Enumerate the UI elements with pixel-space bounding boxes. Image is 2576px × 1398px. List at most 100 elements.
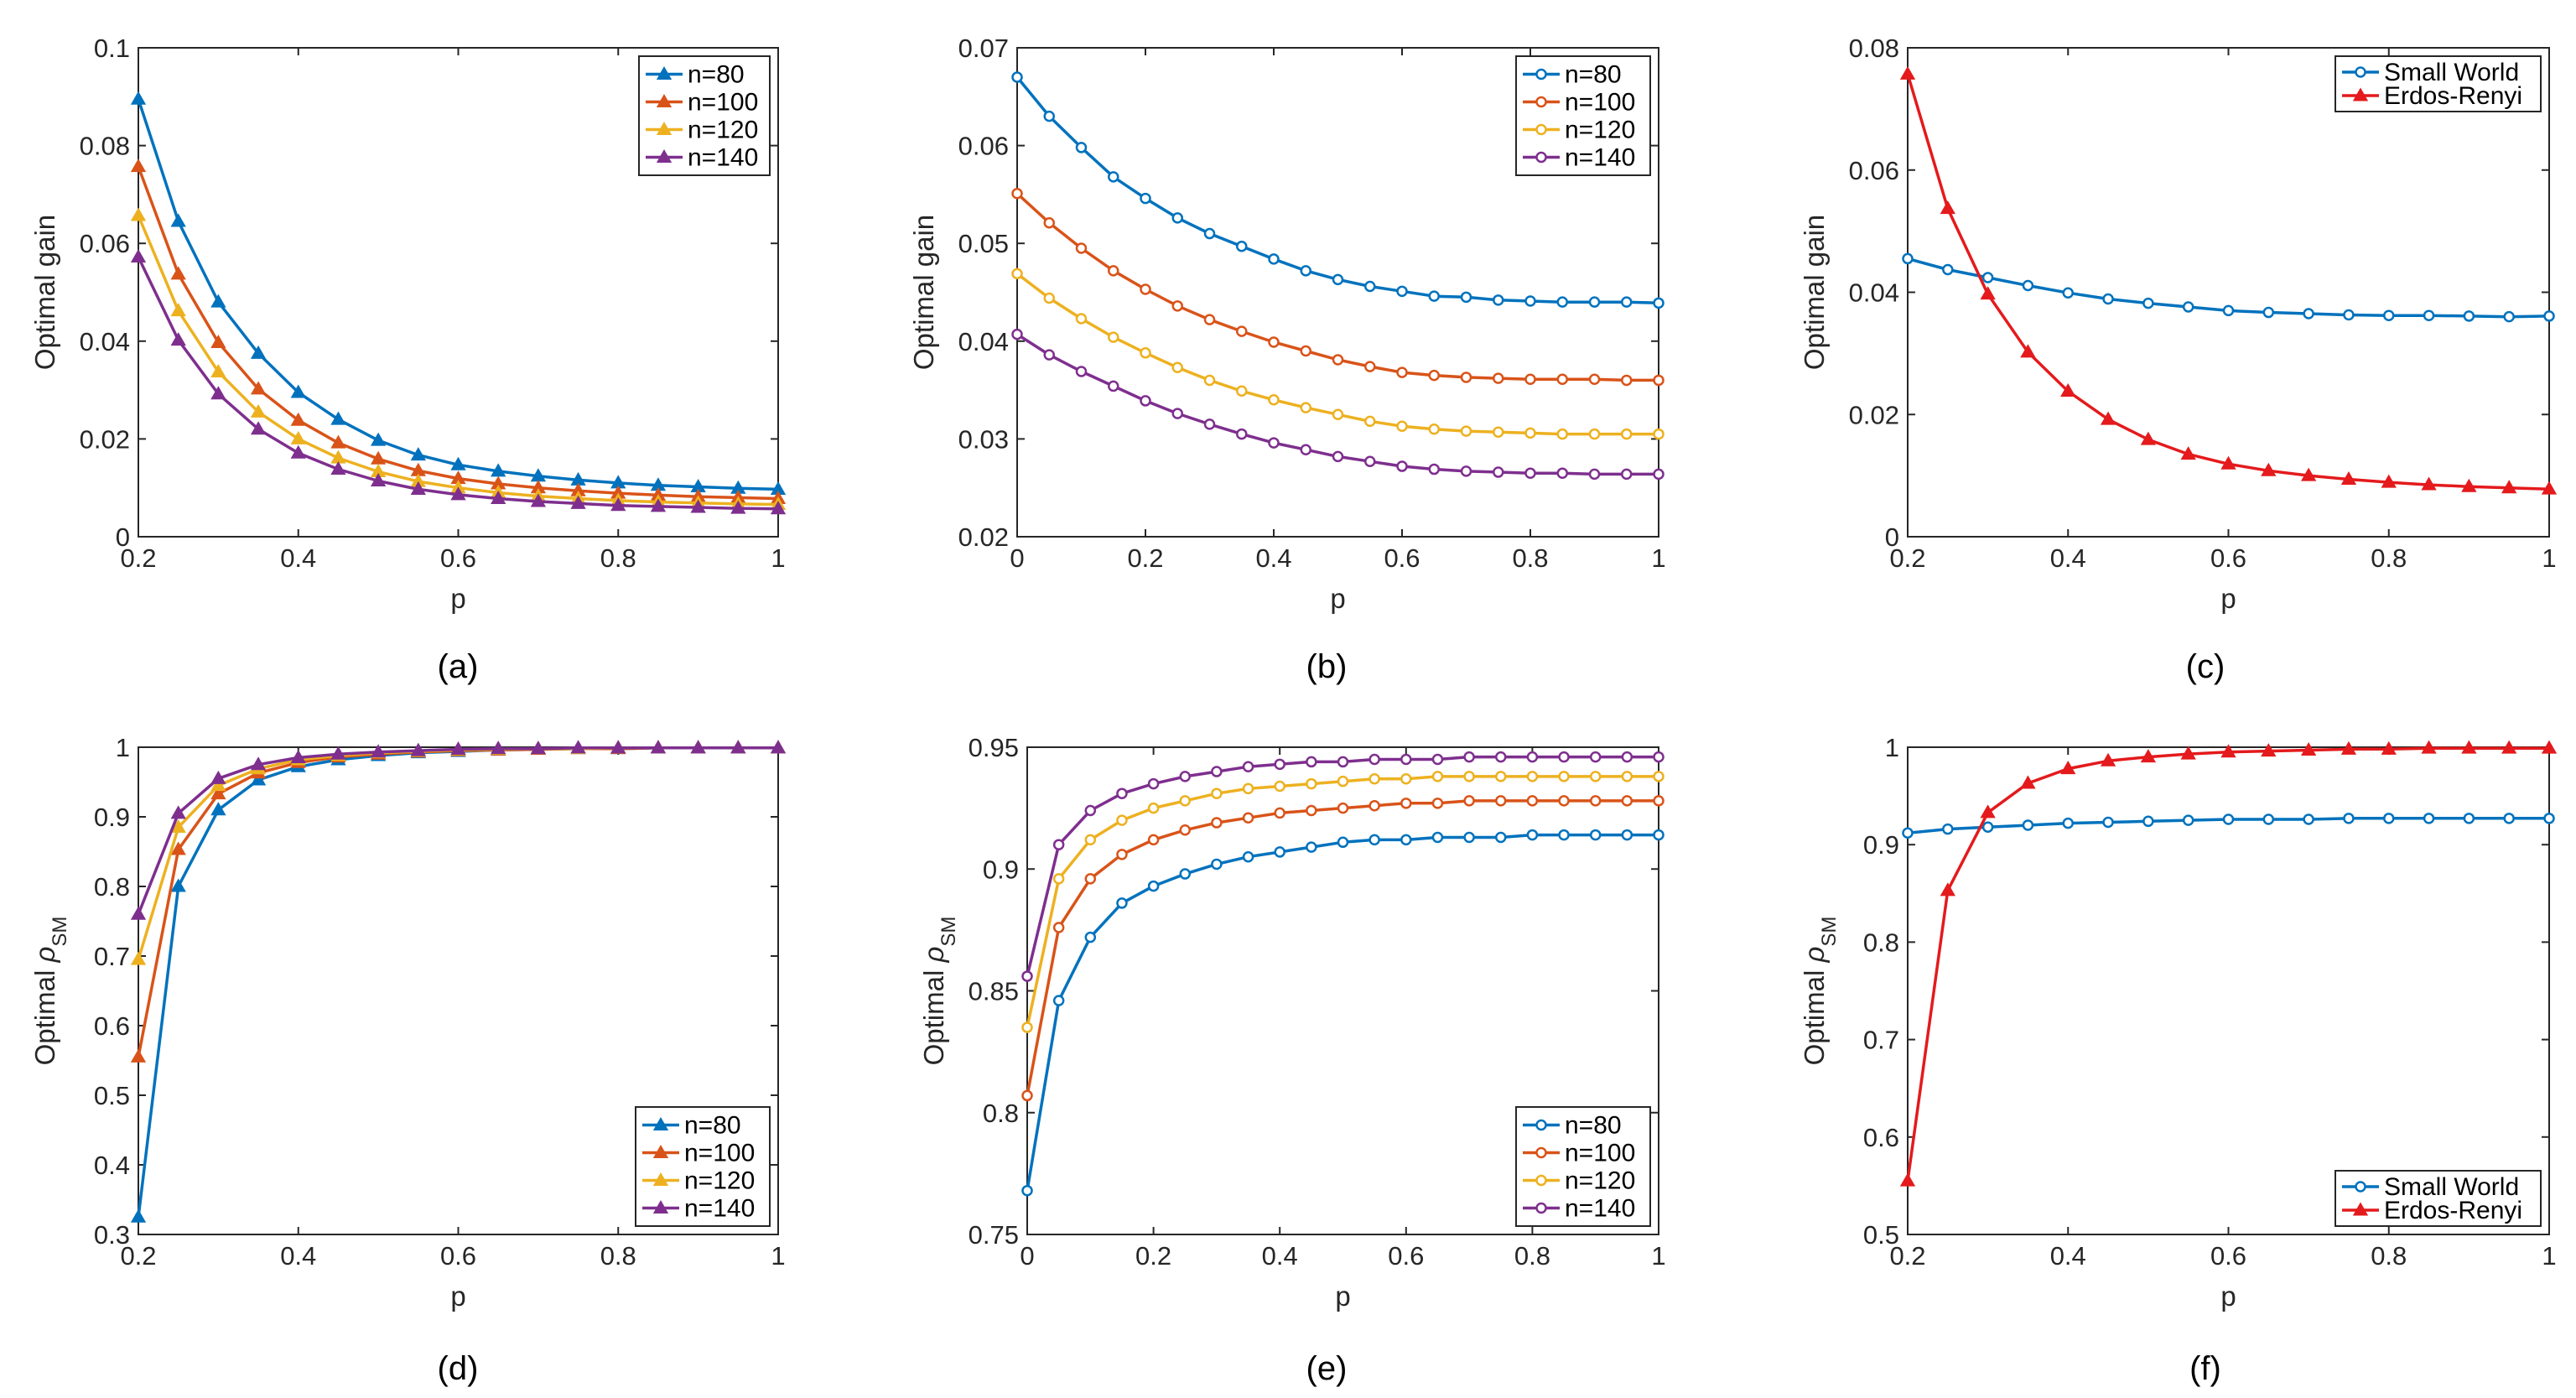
data-point bbox=[650, 498, 667, 512]
legend-marker bbox=[1535, 123, 1547, 136]
data-point bbox=[1274, 807, 1285, 819]
data-point bbox=[1558, 771, 1570, 782]
x-tick-label: 0.2 bbox=[1889, 1241, 1925, 1271]
data-point bbox=[2140, 749, 2157, 763]
data-point bbox=[1274, 846, 1285, 858]
legend-marker bbox=[1535, 96, 1547, 108]
data-point bbox=[1043, 292, 1055, 304]
legend-marker bbox=[656, 93, 673, 107]
legend-marker bbox=[652, 1144, 669, 1158]
legend-marker bbox=[1535, 1119, 1547, 1131]
data-point bbox=[2421, 740, 2437, 754]
y-tick-label: 0.9 bbox=[94, 803, 130, 832]
y-tick-label: 0.85 bbox=[969, 977, 1019, 1006]
panel-label-a: (a) bbox=[438, 648, 479, 685]
data-point bbox=[330, 746, 346, 760]
data-point bbox=[1524, 373, 1536, 386]
data-point bbox=[250, 421, 267, 435]
chart-panel-d: 0.2 0.4 0.6 0.8 1 0.3 0.4 0.5 0.6 0.7 0.8 0.9 1 p Opti… bbox=[29, 733, 787, 1312]
data-point bbox=[1431, 831, 1444, 844]
data-point bbox=[1460, 425, 1472, 437]
data-point bbox=[1902, 252, 1914, 265]
data-point bbox=[1021, 970, 1033, 982]
data-point bbox=[1203, 227, 1216, 240]
data-point bbox=[210, 386, 226, 400]
data-point bbox=[1043, 216, 1055, 229]
data-point bbox=[1116, 849, 1128, 860]
data-point bbox=[1274, 780, 1285, 793]
y-axis-label: Optimal gain bbox=[1799, 215, 1830, 370]
legend-marker bbox=[652, 1116, 669, 1130]
y-tick-label: 0.5 bbox=[94, 1081, 130, 1110]
data-point bbox=[2062, 817, 2074, 829]
data-point bbox=[1084, 804, 1097, 817]
data-point bbox=[370, 432, 387, 446]
y-tick-label: 0.9 bbox=[1863, 830, 1899, 860]
data-point bbox=[1043, 349, 1055, 361]
data-point bbox=[2343, 813, 2355, 824]
data-point bbox=[1364, 361, 1376, 372]
x-tick-label: 0.6 bbox=[440, 1241, 476, 1271]
data-point bbox=[1306, 756, 1317, 768]
data-point bbox=[1211, 817, 1223, 829]
series-n-100 bbox=[1011, 187, 1665, 387]
data-point bbox=[1980, 804, 1996, 819]
y-tick-label: 0.06 bbox=[1849, 156, 1899, 185]
x-tick-label: 0.6 bbox=[1388, 1241, 1424, 1271]
y-tick-label: 0.75 bbox=[969, 1220, 1019, 1250]
chart-panel-e: 0 0.2 0.4 0.6 0.8 1 0.75 0.8 0.85 0.9 0.95 p Optimal… bbox=[918, 733, 1666, 1312]
series-n-80 bbox=[1021, 829, 1665, 1197]
data-point bbox=[491, 463, 506, 477]
x-tick-label: 0.6 bbox=[2210, 543, 2246, 573]
y-tick-label: 0.07 bbox=[958, 34, 1009, 63]
data-point bbox=[170, 841, 186, 855]
x-tick-label: 0.8 bbox=[1514, 1241, 1550, 1271]
data-point bbox=[1236, 240, 1248, 252]
y-tick-label: 0.03 bbox=[958, 424, 1009, 454]
legend-entry: n=100 bbox=[1565, 1140, 1635, 1167]
data-point bbox=[1203, 418, 1216, 430]
data-point bbox=[1621, 374, 1633, 387]
data-point bbox=[1463, 795, 1475, 807]
data-point bbox=[1653, 468, 1665, 481]
y-tick-label: 0.06 bbox=[80, 229, 130, 258]
data-point bbox=[1242, 812, 1254, 824]
data-point bbox=[2303, 308, 2314, 320]
data-point bbox=[1940, 882, 1955, 896]
data-point bbox=[2461, 740, 2477, 754]
data-point bbox=[250, 403, 267, 418]
data-point bbox=[170, 213, 186, 227]
series-n-80 bbox=[1011, 71, 1665, 309]
y-tick-label: 0.5 bbox=[1863, 1220, 1899, 1250]
data-point bbox=[2381, 741, 2397, 755]
data-point bbox=[2022, 279, 2034, 292]
axes-frame bbox=[1016, 47, 1659, 538]
data-point bbox=[1621, 829, 1633, 841]
legend-marker bbox=[656, 148, 673, 163]
y-tick-label: 1 bbox=[116, 733, 130, 762]
data-point bbox=[2423, 309, 2435, 321]
data-point bbox=[530, 741, 547, 755]
legend-entry: Erdos-Renyi bbox=[2384, 1197, 2522, 1224]
data-point bbox=[650, 740, 667, 754]
data-point bbox=[1140, 192, 1151, 205]
data-point bbox=[1337, 836, 1349, 849]
x-tick-label: 1 bbox=[1651, 543, 1665, 573]
data-point bbox=[130, 1048, 147, 1063]
data-point bbox=[1902, 827, 1914, 839]
data-point bbox=[450, 486, 466, 501]
data-point bbox=[1526, 771, 1539, 782]
data-point bbox=[2102, 293, 2114, 305]
data-point bbox=[2340, 470, 2357, 485]
data-point bbox=[770, 501, 787, 515]
data-point bbox=[1179, 824, 1191, 836]
x-axis-label: p bbox=[1330, 583, 1345, 614]
series-erdos-renyi bbox=[1899, 65, 2558, 495]
data-point bbox=[1981, 272, 1994, 283]
legend-marker bbox=[1535, 1146, 1547, 1159]
legend-entry: n=140 bbox=[1565, 144, 1635, 172]
data-point bbox=[1084, 931, 1097, 943]
legend-marker bbox=[1535, 1174, 1547, 1187]
data-point bbox=[2461, 478, 2477, 492]
